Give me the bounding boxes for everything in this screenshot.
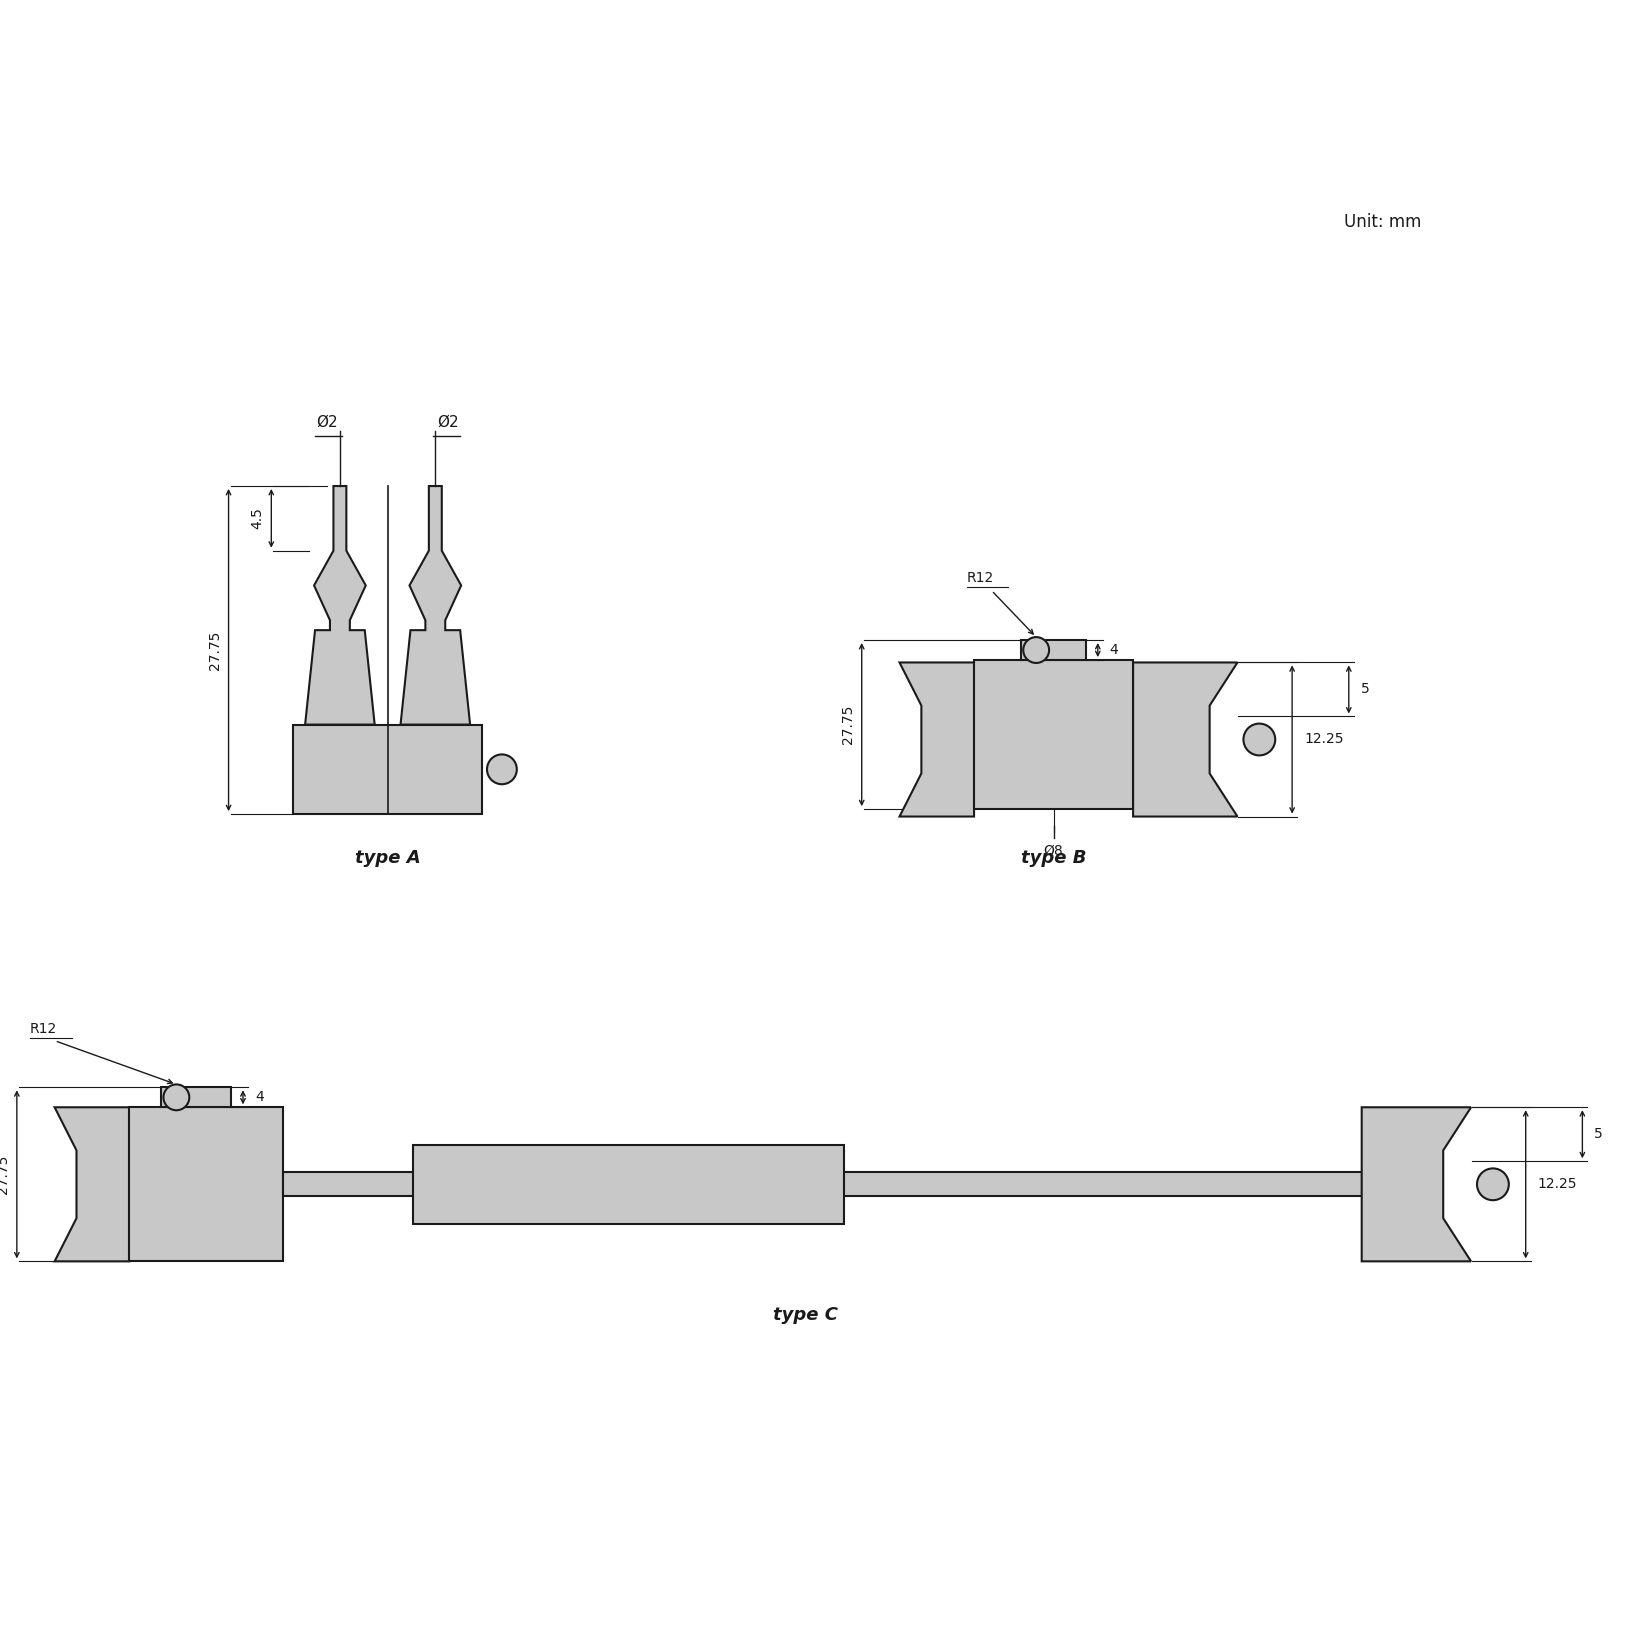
Bar [973, 659, 1133, 809]
Circle shape [1243, 723, 1276, 755]
Bar [1021, 640, 1087, 659]
Text: 27.75: 27.75 [207, 630, 222, 669]
Text: type C: type C [773, 1305, 837, 1323]
Text: Ø2: Ø2 [317, 414, 339, 429]
Polygon shape [899, 663, 973, 817]
Text: type A: type A [355, 848, 421, 866]
Circle shape [163, 1085, 189, 1110]
Text: 4.5: 4.5 [250, 508, 265, 529]
Circle shape [1023, 638, 1049, 663]
Text: Ø8: Ø8 [1044, 843, 1064, 858]
Text: Unit: mm: Unit: mm [1345, 212, 1422, 230]
Text: 5: 5 [1595, 1128, 1603, 1141]
Text: 4: 4 [1110, 643, 1118, 658]
Text: R12: R12 [30, 1021, 58, 1036]
Polygon shape [306, 487, 375, 725]
Circle shape [1476, 1169, 1509, 1200]
Polygon shape [1133, 663, 1238, 817]
Bar [413, 1144, 843, 1225]
Text: 5: 5 [1361, 682, 1369, 697]
Circle shape [487, 755, 516, 784]
Bar [161, 1087, 232, 1108]
Text: Ø2: Ø2 [437, 414, 459, 429]
Text: 12.25: 12.25 [1537, 1177, 1577, 1192]
Text: 27.75: 27.75 [840, 705, 855, 745]
Bar [283, 1172, 1361, 1197]
Bar [293, 725, 482, 814]
Text: 4: 4 [255, 1090, 263, 1105]
Polygon shape [54, 1108, 130, 1261]
Bar [130, 1108, 283, 1261]
Polygon shape [1361, 1108, 1471, 1261]
Text: R12: R12 [967, 572, 995, 585]
Polygon shape [401, 487, 470, 725]
Text: 12.25: 12.25 [1304, 733, 1343, 746]
Text: 27.75: 27.75 [0, 1154, 10, 1194]
Text: type B: type B [1021, 848, 1087, 866]
